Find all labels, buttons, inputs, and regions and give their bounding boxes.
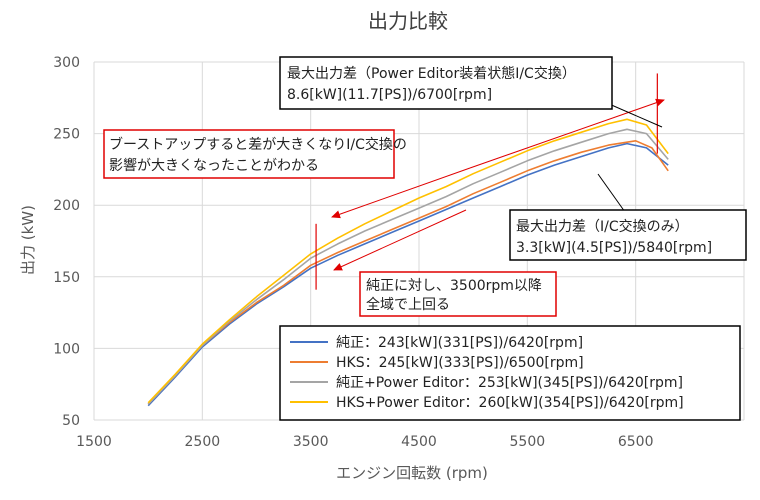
series-lines: [147, 118, 669, 407]
annotation-box-ic-only: 最大出力差（I/C交換のみ） 3.3[kW](4.5[PS])/5840[rpm…: [509, 209, 747, 261]
series-line-3: [147, 118, 669, 404]
annotation-above-stock-line1: 純正に対し、3500rpm以降: [366, 278, 542, 294]
leader-line-mid: [597, 173, 626, 213]
arrow-to-peak: [469, 98, 665, 169]
tick-labels: 50 100 150 200 250 300 1500 2500 3500 4500 5500 650…: [53, 55, 653, 450]
annotation-box-above-stock: 純正に対し、3500rpm以降 全域で上回る: [359, 271, 557, 317]
x-tick-label: 2500: [185, 434, 221, 450]
x-axis-title: エンジン回転数 (rpm): [336, 464, 488, 482]
x-tick-label: 4500: [401, 434, 437, 450]
y-tick-label: 200: [53, 198, 80, 214]
x-tick-label: 5500: [510, 434, 546, 450]
y-tick-label: 150: [53, 270, 80, 286]
series-line-2: [147, 128, 669, 405]
marker-lines: [315, 73, 658, 290]
x-tick-label: 6500: [618, 434, 654, 450]
annotation-boost-line1: ブーストアップすると差が大きくなりI/C交換の: [109, 136, 407, 153]
legend-entry-1: HKS：245[kW](333[PS])/6500[rpm]: [336, 355, 584, 371]
annotation-power-editor-line1: 最大出力差（Power Editor装着状態I/C交換）: [287, 65, 576, 82]
x-tick-label: 3500: [293, 434, 329, 450]
y-tick-label: 50: [62, 413, 80, 429]
y-tick-label: 100: [53, 341, 80, 357]
annotation-boost-line2: 影響が大きくなったことがわかる: [109, 157, 319, 174]
x-tick-label: 1500: [76, 434, 112, 450]
annotation-box-boost: ブーストアップすると差が大きくなりI/C交換の 影響が大きくなったことがわかる: [103, 129, 407, 179]
legend-entry-3: HKS+Power Editor：260[kW](354[PS])/6420[r…: [336, 395, 684, 411]
annotation-box-power-editor: 最大出力差（Power Editor装着状態I/C交換） 8.6[kW](11.…: [279, 56, 613, 110]
arrow-to-3500-lower: [333, 209, 467, 271]
annotation-ic-only-line1: 最大出力差（I/C交換のみ）: [516, 218, 689, 235]
y-tick-label: 250: [53, 127, 80, 143]
series-line-1: [147, 140, 669, 405]
annotation-ic-only-line2: 3.3[kW](4.5[PS])/5840[rpm]: [516, 240, 712, 256]
annotation-power-editor-line2: 8.6[kW](11.7[PS])/6700[rpm]: [287, 87, 492, 103]
series-line-0: [147, 142, 669, 407]
y-axis-title: 出力 (kW): [19, 205, 37, 275]
arrow-to-3500: [331, 167, 471, 219]
legend-entry-0: 純正：243[kW](331[PS])/6420[rpm]: [336, 335, 583, 351]
legend: 純正：243[kW](331[PS])/6420[rpm] HKS：245[kW]…: [279, 325, 741, 421]
chart-title: 出力比較: [368, 9, 448, 33]
y-tick-label: 300: [53, 55, 80, 71]
legend-entry-2: 純正+Power Editor：253[kW](345[PS])/6420[rp…: [336, 375, 683, 391]
annotation-above-stock-line2: 全域で上回る: [366, 296, 450, 313]
